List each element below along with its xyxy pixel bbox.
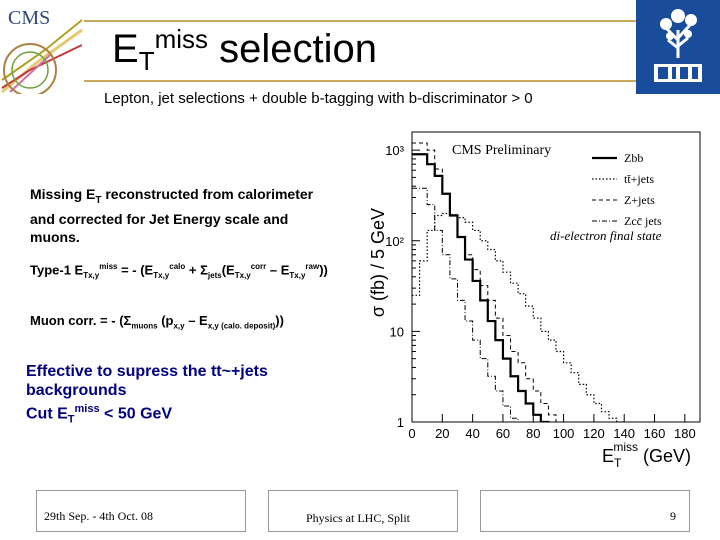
muon-correction-formula: Muon corr. = - (Σmuons (px,y – Ex,y (cal… (30, 313, 284, 331)
series-line-zbb (412, 153, 550, 422)
footer-event-box (268, 490, 458, 532)
legend-label: Zbb (624, 151, 643, 165)
x-tick-label: 0 (408, 426, 415, 441)
footer-page-box (480, 490, 690, 532)
series-line-ttjets (412, 212, 625, 422)
series-line-zccjets (412, 187, 519, 422)
cms-logo-graphic: CMS (0, 0, 84, 97)
x-tick-label: 100 (553, 426, 575, 441)
x-tick-label: 40 (465, 426, 479, 441)
footer-date-box (36, 490, 246, 532)
tree-icon (654, 9, 702, 82)
footer-date: 29th Sep. - 4th Oct. 08 (44, 509, 153, 523)
slide-title: ETmiss selection (112, 24, 377, 76)
slide-subtitle: Lepton, jet selections + double b-taggin… (104, 90, 533, 107)
y-tick-label: 10³ (385, 143, 404, 158)
x-tick-label: 20 (435, 426, 449, 441)
y-tick-label: 10² (385, 234, 404, 249)
chart-title: CMS Preliminary (452, 143, 551, 158)
cms-logo: CMS (0, 0, 84, 97)
tifr-logo (636, 0, 720, 94)
x-tick-label: 60 (496, 426, 510, 441)
x-tick-label: 80 (526, 426, 540, 441)
y-tick-label: 10 (390, 324, 404, 339)
legend-label: Z+jets (624, 193, 655, 207)
x-axis-label: ETmiss (GeV) (602, 440, 691, 468)
chart-annotation: di-electron final state (550, 228, 662, 243)
x-tick-label: 160 (644, 426, 666, 441)
cms-logo-text: CMS (8, 7, 50, 29)
page-number: 9 (670, 509, 676, 523)
series-line-zjets (412, 142, 565, 422)
header-rule-top (84, 20, 636, 22)
plot-frame (411, 131, 701, 423)
x-tick-label: 180 (674, 426, 696, 441)
footer-event: Physics at LHC, Split (306, 511, 411, 525)
effective-note: Effective to supress the tt~+jets backgr… (26, 363, 268, 426)
legend-label: Zcc̄ jets (624, 214, 662, 228)
y-axis-label: σ (fb) / 5 GeV (368, 208, 388, 317)
x-tick-label: 120 (583, 426, 605, 441)
header-rule-bottom (84, 80, 636, 82)
x-tick-label: 140 (613, 426, 635, 441)
legend-label: tt̄+jets (624, 172, 654, 186)
missing-et-description: Missing ET reconstructed from calorimete… (30, 186, 314, 245)
met-distribution-chart: 1 10 10² 10³ 0 20 40 60 80 100 120 140 160 180 Zbb tt̄+… (368, 131, 701, 468)
y-tick-label: 1 (397, 415, 404, 430)
type1-formula: Type-1 ETx,ymiss = - (ETx,ycalo + Σjets(… (30, 262, 328, 280)
